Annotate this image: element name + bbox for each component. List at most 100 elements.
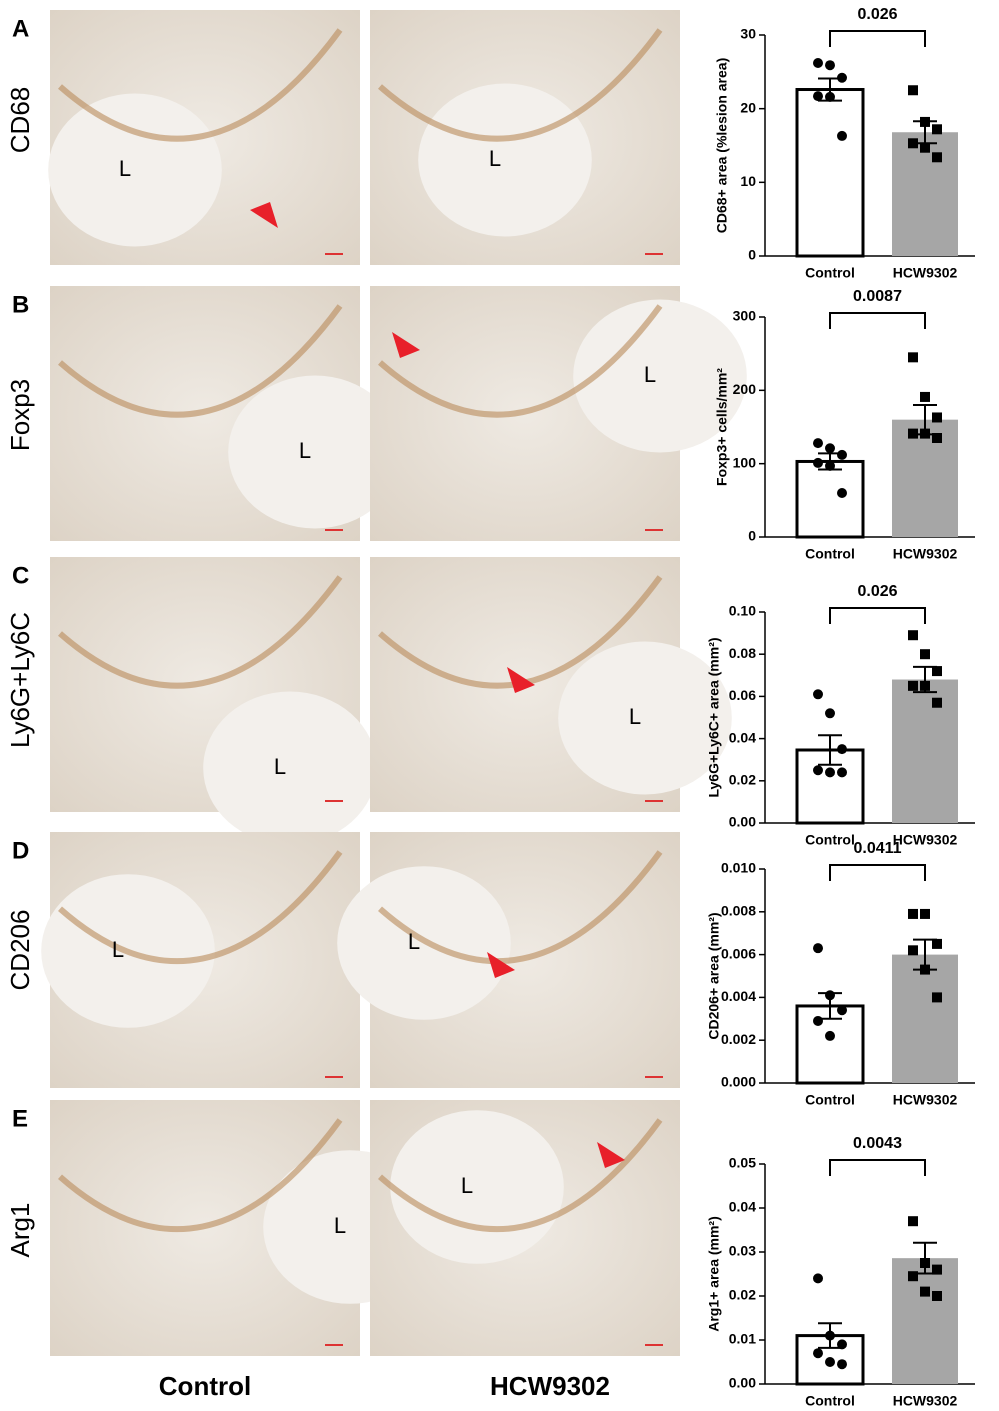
stain-band [378,1118,663,1233]
row-label: CD68 [5,87,35,153]
data-point [825,1030,835,1041]
y-tick-label: 200 [733,381,757,397]
data-point [837,72,847,83]
data-point [813,765,823,776]
data-point [813,1273,823,1284]
x-tick-label: Control [805,546,855,562]
bar [795,88,865,258]
data-point [908,680,918,691]
lumen-label: L [299,438,311,463]
data-point [920,1258,930,1268]
scale-bar [645,800,663,802]
data-point [825,443,835,454]
arrow [597,1142,625,1168]
lumen-label: L [644,362,656,387]
data-point [813,1348,823,1359]
data-point [813,1015,823,1026]
y-axis-label: Arg1+ area (mm²) [706,1216,722,1332]
x-tick-label: Control [805,265,855,281]
y-tick-label: 0.004 [721,988,756,1004]
stain-band [58,1118,343,1233]
y-tick-label: 0.00 [729,814,756,830]
data-point [908,908,918,919]
data-point [837,744,847,755]
y-tick-label: 0.06 [729,687,756,703]
bar [892,679,958,823]
p-value: 0.0411 [853,840,901,857]
lumen-label: L [334,1213,346,1238]
data-point [932,992,942,1003]
stain-band [58,850,343,965]
data-point [825,708,835,719]
data-point [825,60,835,71]
significance-bracket [829,312,926,329]
data-point [837,1359,847,1370]
stain-band [378,850,663,965]
lumen [390,1110,564,1264]
significance-bracket [829,30,926,47]
data-point [920,1286,930,1297]
column-label: HCW9302 [490,1371,610,1401]
data-point [908,945,918,956]
y-tick-label: 0.01 [729,1331,756,1347]
data-point [837,767,847,778]
micrograph [41,832,360,1088]
y-axis-label: CD206+ area (mm²) [706,912,722,1039]
data-point [932,124,942,135]
p-value: 0.0043 [853,1135,902,1152]
data-point [908,428,918,439]
data-point [825,460,835,471]
data-point [932,697,942,708]
data-point [920,391,930,402]
micrograph [50,557,377,845]
data-point [920,142,930,153]
bar [892,132,958,256]
row-label: CD206 [5,910,35,991]
data-point [908,1216,918,1227]
y-tick-label: 0.006 [721,945,756,961]
data-point [908,138,918,149]
stain-band [378,304,663,418]
scale-bar [645,253,663,255]
panel-letter: D [12,837,29,864]
data-point [813,457,823,468]
data-point [920,116,930,127]
y-tick-label: 0.05 [729,1155,756,1171]
data-point [825,91,835,102]
scale-bar [325,1076,343,1078]
bar [892,954,958,1083]
data-point [932,152,942,163]
lumen-label: L [274,754,286,779]
data-point [920,680,930,691]
data-point [908,352,918,363]
data-point [932,433,942,443]
y-tick-label: 30 [740,26,756,42]
y-tick-label: 0.002 [721,1031,756,1047]
y-tick-label: 0.000 [721,1074,756,1090]
micrograph [48,10,360,265]
lumen-label: L [408,929,420,954]
lumen-label: L [629,704,641,729]
x-tick-label: HCW9302 [893,546,958,562]
row-label: Arg1 [5,1203,35,1258]
panel-letter: B [12,291,29,318]
bar [892,1258,958,1384]
data-point [932,1291,942,1301]
stain-band [378,28,663,142]
scale-bar [325,253,343,255]
row-label: Foxp3 [5,379,35,451]
y-axis-label: Ly6G+Ly6C+ area (mm²) [706,637,722,797]
data-point [813,57,823,68]
data-point [932,938,942,949]
lumen [573,299,747,453]
column-label: Control [159,1371,251,1401]
scale-bar [325,529,343,531]
data-point [920,649,930,660]
data-point [825,1330,835,1341]
lumen [203,691,377,845]
scale-bar [325,800,343,802]
data-point [908,630,918,641]
data-point [920,428,930,439]
x-tick-label: HCW9302 [893,265,958,281]
